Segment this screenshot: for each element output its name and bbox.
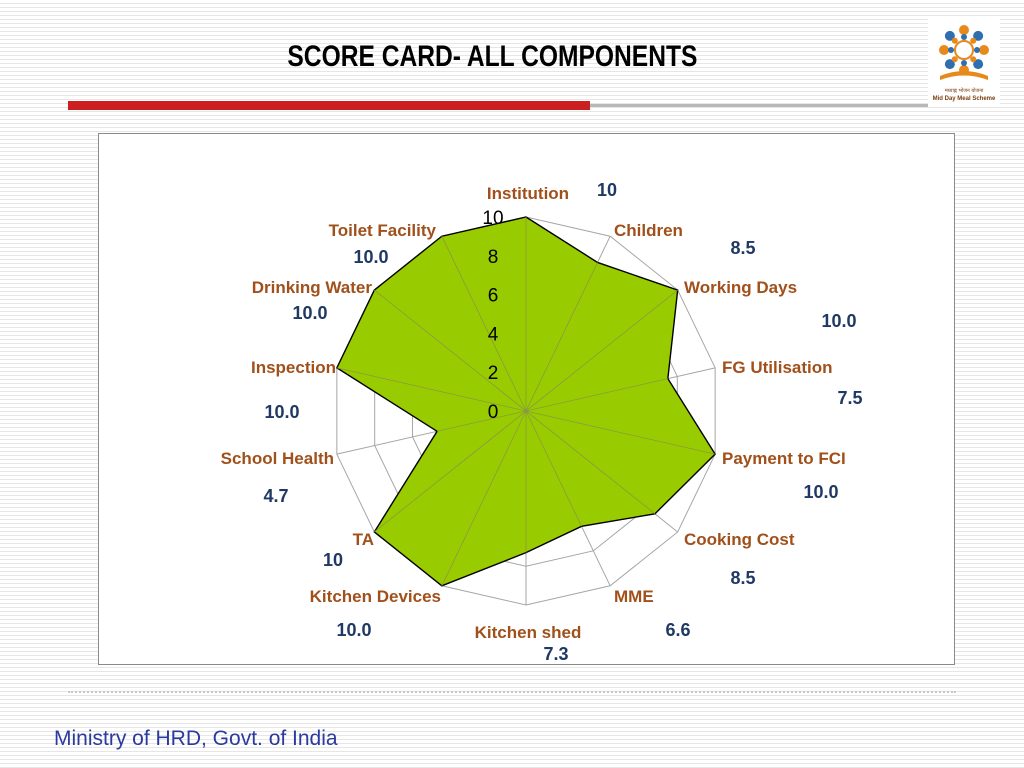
series-spoke bbox=[441, 236, 527, 412]
value-label: 10.0 bbox=[803, 482, 838, 502]
series-spoke bbox=[336, 367, 527, 412]
footer-text: Ministry of HRD, Govt. of India bbox=[54, 727, 338, 750]
title-accent-rule bbox=[68, 101, 590, 110]
series-spoke bbox=[374, 410, 527, 533]
category-label: Cooking Cost bbox=[684, 530, 795, 549]
category-label: Children bbox=[614, 221, 683, 240]
value-label: 4.7 bbox=[263, 486, 288, 506]
value-label: 6.6 bbox=[665, 620, 690, 640]
series-spoke bbox=[374, 289, 527, 412]
value-label: 8.5 bbox=[730, 568, 755, 588]
radar-value-labels: 10 8.5 10.0 7.5 10.0 8.5 6.6 7.3 10.0 10 4.7 10.0 10… bbox=[263, 180, 862, 664]
series-spoke bbox=[525, 410, 716, 455]
axis-tick-label: 10 bbox=[482, 208, 503, 229]
axis-tick-label: 4 bbox=[488, 324, 499, 345]
value-label: 10.0 bbox=[353, 247, 388, 267]
logo-caption-hindi: मध्याह्न भोजन योजना bbox=[944, 88, 984, 94]
logo-caption-english: Mid Day Meal Scheme bbox=[932, 96, 996, 102]
series-spoke bbox=[525, 410, 656, 515]
category-label: Toilet Facility bbox=[329, 221, 437, 240]
value-label: 10 bbox=[323, 550, 343, 570]
value-label: 10.0 bbox=[292, 303, 327, 323]
category-label: Institution bbox=[487, 184, 569, 203]
value-label: 10.0 bbox=[821, 311, 856, 331]
radar-category-labels: Institution Children Working Days FG Utilis… bbox=[221, 184, 846, 642]
category-label: MME bbox=[614, 587, 654, 606]
category-label: FG Utilisation bbox=[722, 358, 833, 377]
title-divider-rule bbox=[590, 104, 928, 107]
series-spoke bbox=[525, 289, 678, 412]
series-spoke bbox=[525, 262, 598, 412]
category-label: School Health bbox=[221, 449, 334, 468]
value-label: 8.5 bbox=[730, 238, 755, 258]
value-label: 7.3 bbox=[543, 644, 568, 664]
axis-tick-label: 2 bbox=[488, 363, 499, 384]
category-label: Kitchen Devices bbox=[310, 587, 441, 606]
logo-emblem-icon bbox=[939, 25, 989, 80]
axis-tick-label: 8 bbox=[488, 247, 499, 268]
value-label: 7.5 bbox=[837, 388, 862, 408]
series-spoke bbox=[441, 410, 527, 586]
series-spoke bbox=[525, 378, 668, 412]
series-spoke bbox=[437, 410, 527, 432]
series-spoke bbox=[525, 410, 582, 527]
value-label: 10.0 bbox=[264, 402, 299, 422]
mid-day-meal-logo: मध्याह्न भोजन योजना Mid Day Meal Scheme bbox=[928, 16, 1000, 106]
category-label: Working Days bbox=[684, 278, 797, 297]
category-label: Kitchen shed bbox=[475, 623, 582, 642]
slide-title: SCORE CARD- ALL COMPONENTS bbox=[287, 40, 698, 73]
category-label: Inspection bbox=[251, 358, 336, 377]
radar-axis-ticks: 0 2 4 6 8 10 bbox=[336, 208, 716, 586]
category-label: TA bbox=[353, 530, 374, 549]
axis-tick-label: 0 bbox=[488, 402, 499, 423]
value-label: 10.0 bbox=[336, 620, 371, 640]
category-label: Payment to FCI bbox=[722, 449, 846, 468]
footer-divider bbox=[68, 691, 956, 693]
axis-tick-label: 6 bbox=[488, 286, 499, 307]
value-label: 10 bbox=[597, 180, 617, 200]
category-label: Drinking Water bbox=[252, 278, 373, 297]
